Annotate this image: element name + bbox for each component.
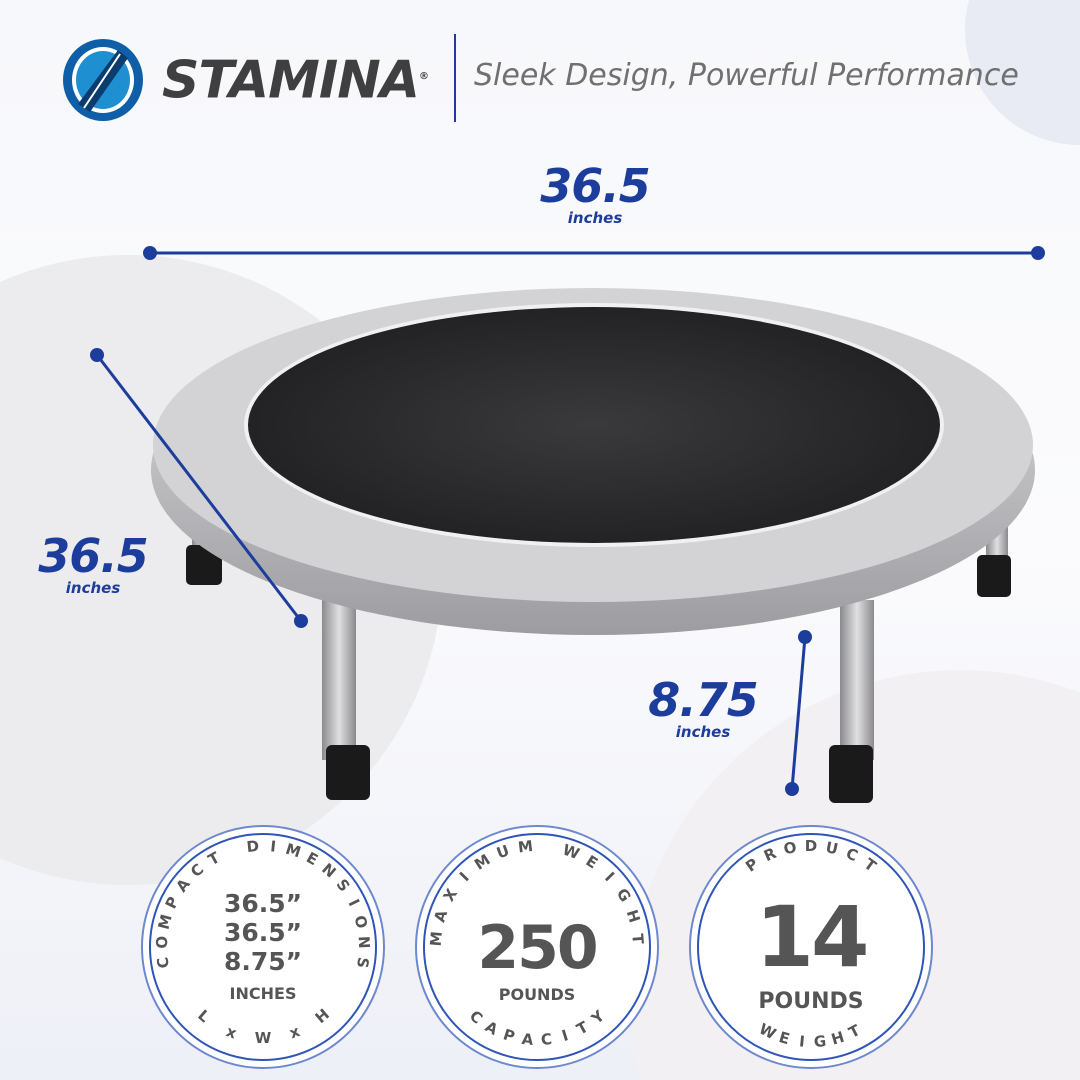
badge-arc-letter: U — [494, 841, 512, 862]
badge-unit: INCHES — [230, 984, 297, 1003]
depth-dimension-label: 36.5 inches — [18, 532, 168, 597]
foot-front-left — [326, 745, 370, 800]
badge-arc-letter: U — [824, 838, 840, 858]
stamina-logo-icon — [63, 39, 143, 121]
width-unit: inches — [567, 209, 623, 227]
badge-arc-letter: O — [153, 935, 172, 949]
depth-unit: inches — [65, 579, 121, 597]
badge-arc-letter: H — [623, 907, 644, 924]
badge-arc-letter: I — [798, 1032, 805, 1050]
badge-arc-letter: C — [154, 956, 173, 970]
badge-arc-letter: D — [246, 837, 260, 856]
badge-unit: POUNDS — [758, 989, 863, 1014]
badge-arc-letter: A — [521, 1030, 535, 1049]
height-unit: inches — [675, 723, 731, 741]
badge-arc-letter: T — [628, 933, 647, 945]
badge-arc-letter: M — [517, 837, 534, 857]
badge-value: 250 — [477, 913, 596, 983]
badge-arc-letter: I — [560, 1026, 571, 1045]
badge-arc-letter: G — [813, 1032, 827, 1051]
badge-arc-letter: H — [829, 1028, 846, 1049]
badge-arc-letter: C — [540, 1030, 553, 1049]
foot-front-right — [829, 745, 873, 803]
leg-front-left — [322, 600, 356, 760]
badge-unit: POUNDS — [499, 985, 576, 1004]
tagline: Sleek Design, Powerful Performance — [474, 58, 1019, 93]
height-value: 8.75 — [648, 673, 759, 727]
width-dimension-label: 36.5 inches — [520, 162, 670, 227]
leg-front-right — [840, 600, 874, 760]
jump-mat — [248, 307, 940, 543]
badge-line: 36.5” — [224, 918, 302, 947]
badge-arc-letter: O — [782, 838, 798, 858]
badge-arc-letter: W — [756, 1020, 779, 1044]
height-dimension-label: 8.75 inches — [628, 676, 778, 741]
badge-arc-letter: M — [283, 840, 303, 862]
badge-line: 8.75” — [224, 947, 302, 976]
trampoline-image — [151, 288, 1035, 803]
foot-back-left — [186, 545, 222, 585]
badge-arc-letter: M — [427, 931, 446, 947]
dimension-lines — [90, 246, 1045, 796]
foot-back-right — [977, 555, 1011, 597]
badge-arc-letter: M — [155, 912, 176, 931]
brand-text: STAMINA — [162, 50, 420, 111]
badge-line: 36.5” — [224, 889, 302, 918]
brand-name: STAMINA® — [162, 46, 429, 111]
background-circle-top — [965, 0, 1080, 145]
badge-arc-letter: W — [255, 1029, 272, 1047]
width-value: 36.5 — [540, 159, 651, 213]
badge-arc-letter: S — [353, 956, 372, 969]
badge-arc-letter: D — [805, 837, 817, 855]
badge-arc-letter: O — [351, 914, 372, 931]
badge-arc-letter: N — [355, 936, 374, 949]
badge-arc-letter: I — [270, 837, 277, 855]
badge-arc-letter: P — [501, 1025, 517, 1045]
badge-arc-letter: W — [560, 841, 582, 864]
badge-arc-letter: E — [777, 1028, 792, 1048]
badge-value: 14 — [756, 888, 867, 986]
depth-value: 36.5 — [38, 529, 149, 583]
registered-mark: ® — [419, 71, 429, 82]
